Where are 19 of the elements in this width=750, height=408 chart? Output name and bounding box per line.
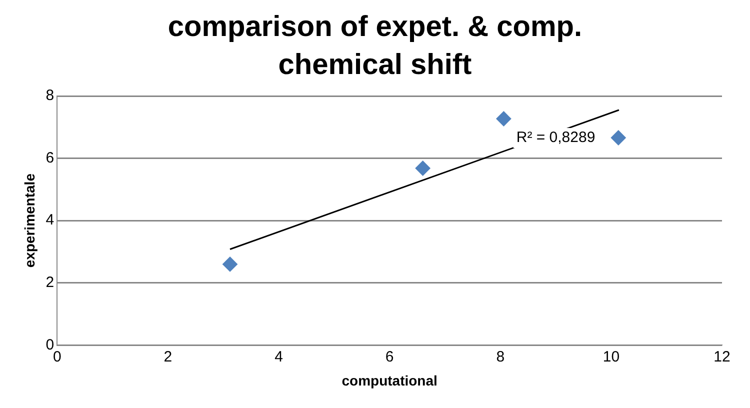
point — [496, 111, 512, 126]
point — [222, 256, 238, 272]
y-tick-label: 6 — [46, 149, 54, 166]
y-tick-label: 8 — [46, 87, 54, 104]
x-tick-label: 8 — [496, 348, 505, 366]
x-tick-label: 12 — [714, 348, 730, 366]
y-axis-title: experimentale — [21, 173, 38, 268]
x-tick-label: 2 — [164, 348, 172, 366]
y-tick-label: 2 — [46, 274, 54, 292]
y-tick-label: 0 — [46, 336, 54, 354]
x-tick-label: 10 — [602, 348, 620, 366]
x-tick-label: 6 — [385, 348, 394, 366]
point — [610, 130, 626, 146]
chart-title: comparison of expet. & comp. chemical shift — [166, 10, 584, 83]
y-tick-label: 4 — [46, 212, 54, 229]
point — [415, 160, 430, 176]
x-axis-title: computational — [342, 372, 438, 388]
x-tick-label: 4 — [274, 348, 283, 366]
annotation: R² = 0,8289 — [516, 129, 596, 146]
